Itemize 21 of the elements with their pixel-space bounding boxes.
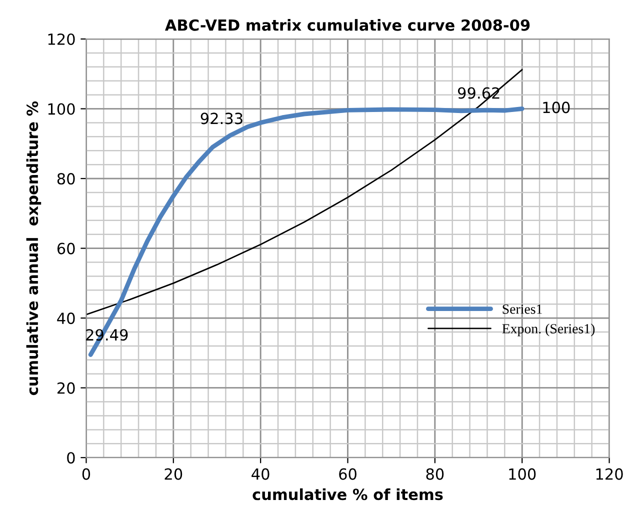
y-tick-label: 60 (57, 242, 75, 254)
data-label: 100 (543, 102, 570, 114)
x-tick-label: 40 (252, 468, 270, 480)
y-tick-label: 120 (48, 33, 75, 46)
y-tick-label: 40 (57, 312, 75, 324)
data-label: 92.33 (200, 112, 242, 124)
legend-label: Series1 (502, 304, 542, 314)
legend-label: Expon. (Series1) (502, 324, 595, 336)
x-tick-label: 0 (82, 468, 90, 480)
y-tick-label: 100 (48, 103, 75, 115)
x-tick-label: 20 (164, 468, 182, 480)
x-tick-label: 80 (426, 468, 444, 480)
y-tick-label: 80 (57, 173, 75, 185)
x-tick-label: 100 (509, 468, 536, 480)
chart-title: ABC-VED matrix cumulative curve 2008-09 (164, 19, 530, 31)
x-axis-title: cumulative % of items (252, 488, 443, 500)
y-tick-label: 20 (57, 382, 75, 394)
x-tick-label: 120 (596, 468, 623, 480)
x-tick-label: 60 (339, 468, 356, 480)
y-tick-label: 0 (67, 452, 75, 464)
y-axis-title: cumulative annual expenditure % (26, 101, 42, 396)
